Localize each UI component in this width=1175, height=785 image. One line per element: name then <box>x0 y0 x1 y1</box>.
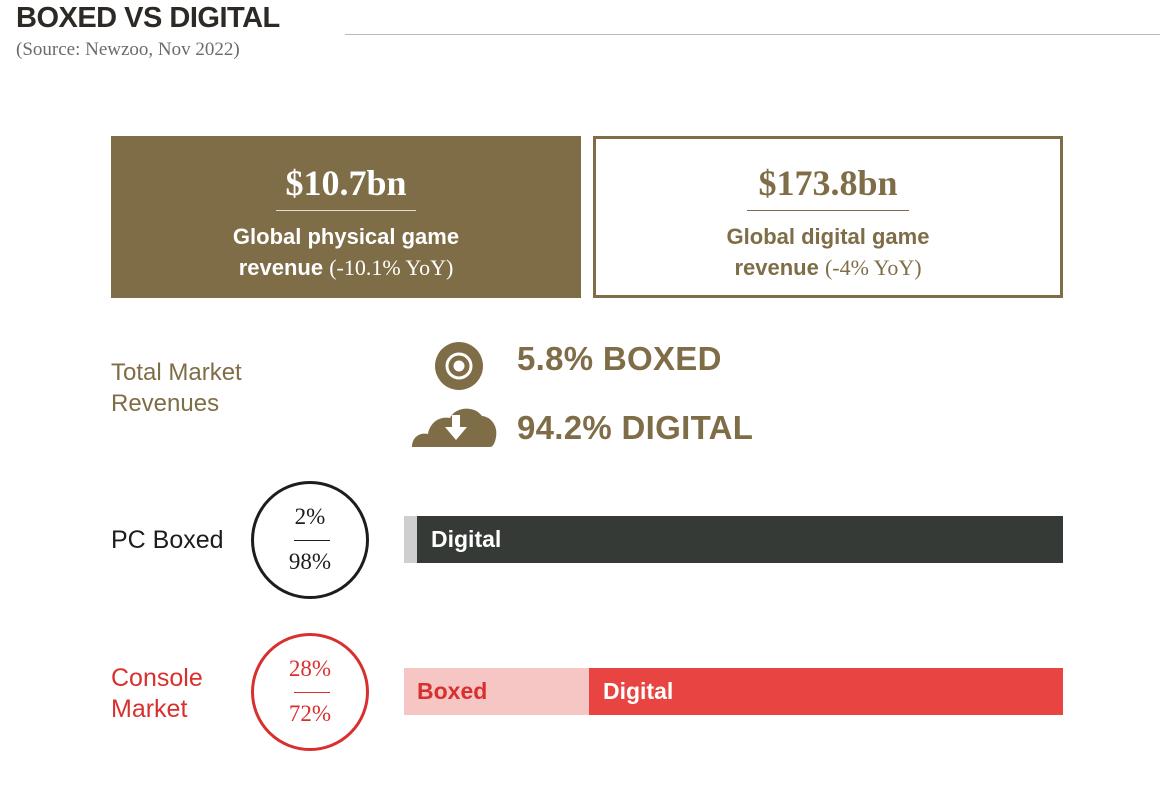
physical-desc-line1: Global physical game <box>232 224 460 249</box>
cloud-download-icon <box>410 403 498 454</box>
console-boxed-bar-label: Boxed <box>417 678 488 704</box>
pc-row-label: PC Boxed <box>111 526 224 554</box>
pc-ratio-circle: 2% 98% <box>251 481 369 599</box>
physical-yoy: (-10.1% YoY) <box>329 255 454 280</box>
console-digital-bar-label: Digital <box>603 678 674 704</box>
console-row-label: Console Market <box>111 663 203 725</box>
console-label-line2: Market <box>111 695 188 723</box>
physical-revenue-card: $10.7bn Global physical game revenue (-1… <box>111 136 581 298</box>
pc-share-bar: Digital <box>404 516 1063 563</box>
pc-boxed-segment <box>404 516 417 563</box>
digital-revenue-desc: Global digital game revenue (-4% YoY) <box>596 221 1060 283</box>
header-rule <box>345 34 1160 35</box>
page-title: BOXED VS DIGITAL <box>16 2 280 34</box>
total-market-label-line2: Revenues <box>111 390 220 417</box>
pc-digital-segment <box>417 516 1063 563</box>
pc-boxed-percent: 2% <box>294 504 326 529</box>
console-share-bar: Boxed Digital <box>404 668 1063 715</box>
source-note: (Source: Newzoo, Nov 2022) <box>16 39 240 60</box>
disc-icon <box>434 341 484 396</box>
physical-revenue-amount: $10.7bn <box>285 163 407 203</box>
physical-desc-line2: revenue <box>238 255 324 280</box>
console-boxed-percent: 28% <box>288 656 332 681</box>
physical-revenue-desc: Global physical game revenue (-10.1% YoY… <box>111 221 581 283</box>
physical-amount-underline <box>276 210 416 211</box>
pc-digital-bar-label: Digital <box>431 526 502 552</box>
boxed-share-text: 5.8% BOXED <box>517 340 722 377</box>
digital-share-text: 94.2% DIGITAL <box>517 409 754 446</box>
console-ratio-circle: 28% 72% <box>251 633 369 751</box>
console-digital-percent: 72% <box>288 701 332 726</box>
digital-revenue-amount: $173.8bn <box>758 163 898 203</box>
total-market-label: Total Market Revenues <box>111 357 311 419</box>
pc-digital-percent: 98% <box>288 549 332 574</box>
console-boxed-segment <box>404 668 589 715</box>
console-ratio-divider <box>294 692 330 693</box>
pc-ratio-divider <box>294 540 330 541</box>
digital-desc-line1: Global digital game <box>726 224 930 249</box>
total-market-label-line1: Total Market <box>111 359 242 386</box>
console-digital-segment <box>589 668 1063 715</box>
digital-desc-line2: revenue <box>734 255 819 280</box>
console-label-line1: Console <box>111 664 203 692</box>
digital-amount-underline <box>747 210 909 211</box>
digital-yoy: (-4% YoY) <box>824 255 922 280</box>
digital-revenue-card: $173.8bn Global digital game revenue (-4… <box>593 136 1063 298</box>
